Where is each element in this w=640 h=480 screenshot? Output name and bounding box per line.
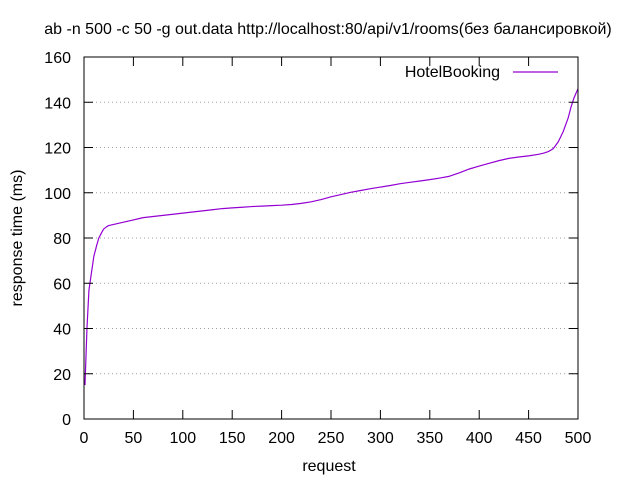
y-tick-label-160: 160 [44, 50, 71, 67]
y-tick-label-60: 60 [53, 276, 71, 293]
y-tick-label-100: 100 [44, 186, 71, 203]
y-tick-label-80: 80 [53, 231, 71, 248]
x-tick-label-350: 350 [416, 430, 443, 447]
x-axis-label: request [302, 458, 356, 475]
legend-label-hotelbooking: HotelBooking [405, 64, 500, 81]
x-tick-label-400: 400 [466, 430, 493, 447]
y-axis-label: response time (ms) [9, 170, 26, 307]
grid-layer [84, 101, 578, 375]
y-tick-label-0: 0 [62, 412, 71, 429]
y-tick-label-120: 120 [44, 141, 71, 158]
x-tick-label-450: 450 [515, 430, 542, 447]
x-tick-label-50: 50 [125, 430, 143, 447]
chart-title: ab -n 500 -c 50 -g out.data http://local… [44, 21, 611, 38]
y-tick-label-140: 140 [44, 95, 71, 112]
y-tick-label-20: 20 [53, 367, 71, 384]
x-tick-label-250: 250 [318, 430, 345, 447]
x-tick-label-500: 500 [565, 430, 592, 447]
x-tick-label-300: 300 [367, 430, 394, 447]
series-line-hotelbooking [84, 88, 579, 386]
x-tick-label-200: 200 [268, 430, 295, 447]
legend: HotelBooking [405, 64, 558, 81]
y-tick-label-40: 40 [53, 322, 71, 339]
tick-layer: 0 20 40 60 80 100 120 140 160 0 50 100 150 200 250 300 3… [44, 50, 591, 447]
x-tick-label-100: 100 [169, 430, 196, 447]
x-tick-label-150: 150 [219, 430, 246, 447]
series-layer [84, 88, 579, 386]
plot-area-frame [83, 56, 579, 420]
x-tick-label-0: 0 [80, 430, 89, 447]
